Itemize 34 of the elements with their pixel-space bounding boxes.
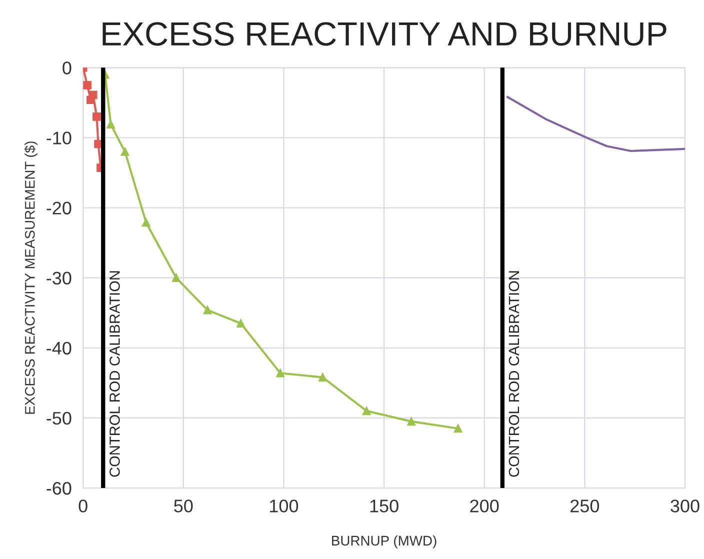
point — [276, 368, 284, 378]
chart-title: EXCESS REACTIVITY AND BURNUP — [102, 22, 666, 46]
ref-line-label: CONTROL ROD CALIBRATION — [508, 271, 520, 477]
y-tick-label: -60 — [46, 482, 72, 495]
point — [88, 90, 98, 100]
point — [120, 148, 130, 156]
point — [92, 112, 101, 121]
point — [106, 120, 115, 129]
point — [172, 274, 180, 282]
x-tick-label: 300 — [670, 500, 700, 512]
y-tick-label: -10 — [46, 132, 72, 144]
x-tick-label: 250 — [570, 500, 600, 512]
x-tick-label: 0 — [78, 500, 88, 512]
x-tick-label: 200 — [470, 500, 499, 512]
point — [362, 406, 371, 416]
point — [236, 319, 245, 328]
point — [83, 80, 92, 90]
ref-line-label: CONTROL ROD CALIBRATION — [110, 271, 120, 477]
x-tick-label: 100 — [270, 500, 298, 512]
y-tick-label: -40 — [46, 342, 72, 355]
x-axis-title: BURNUP (MWD) — [332, 535, 436, 548]
y-tick-label: 0 — [62, 62, 72, 74]
y-tick-label: -20 — [46, 202, 72, 214]
x-tick-label: 50 — [174, 500, 193, 512]
point — [142, 218, 150, 227]
x-tick-label: 150 — [370, 500, 398, 512]
y-tick-label: -30 — [46, 272, 72, 285]
point — [454, 424, 462, 433]
y-tick-label: -50 — [46, 412, 72, 425]
point — [407, 417, 416, 426]
line-series — [506, 96, 685, 152]
point — [203, 306, 212, 314]
point — [318, 373, 327, 382]
y-axis-title: EXCESS REACTIVITY MEASUREMENT ($) — [24, 142, 38, 414]
